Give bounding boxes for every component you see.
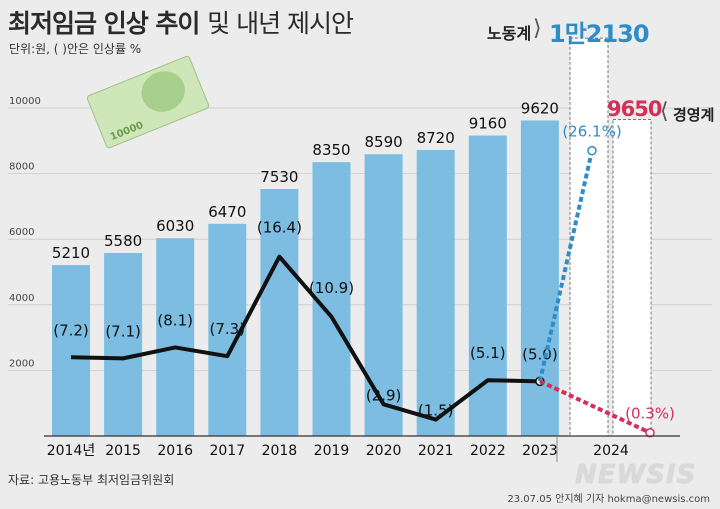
labor-proposal-bar — [569, 37, 609, 437]
rate-label: (10.9) — [309, 279, 354, 297]
bar — [260, 189, 299, 436]
title-sub: 및 내년 제시안 — [207, 9, 354, 38]
newsis-logo: NEWSIS — [575, 460, 697, 490]
x-tick-label: 2017 — [209, 443, 245, 459]
bar — [468, 135, 507, 436]
x-tick-label: 2019 — [314, 443, 350, 459]
x-tick-label: 2014년 — [47, 443, 96, 459]
rate-label: (7.3) — [210, 320, 246, 338]
banknote-portrait — [141, 71, 185, 112]
bar-value-label: 8590 — [365, 133, 403, 151]
management-projection-point — [645, 427, 655, 438]
x-tick-label: 2020 — [366, 443, 402, 459]
y-tick-label: 2000 — [9, 358, 34, 369]
rate-label: (16.4) — [257, 219, 302, 237]
bar-value-label: 8350 — [312, 141, 350, 159]
rate-label: (8.1) — [157, 311, 193, 329]
bar-value-label: 9620 — [521, 99, 559, 117]
x-tick-label: 2021 — [418, 443, 454, 459]
labor-label: 노동계 — [487, 24, 532, 43]
x-tick-label: 2015 — [105, 443, 141, 459]
y-tick-label: 8000 — [9, 162, 34, 173]
x-tick-label: 2018 — [262, 443, 298, 459]
source-note: 자료: 고용노동부 최저임금위원회 — [8, 473, 175, 487]
bar — [416, 149, 455, 436]
bar — [520, 120, 559, 437]
rate-line — [70, 254, 540, 422]
bar — [312, 162, 351, 436]
rate-label: (5.1) — [470, 344, 506, 362]
y-tick-label: 10000 — [9, 96, 41, 107]
bar — [104, 252, 143, 436]
management-proposal-bar — [612, 118, 652, 437]
rate-label: (5.0) — [522, 345, 558, 363]
x-tick-label-2024: 2024 — [593, 443, 629, 459]
bar — [156, 238, 195, 436]
management-label: 경영계 — [673, 106, 715, 124]
management-brace-icon: ⟨ — [660, 99, 669, 124]
management-projection-line — [539, 379, 651, 435]
labor-projection-point — [587, 145, 597, 156]
management-rate-label: (0.3%) — [625, 405, 675, 423]
bar-value-label: 6470 — [208, 203, 246, 221]
y-tick-label: 6000 — [9, 227, 34, 238]
bar — [52, 265, 90, 436]
bar — [364, 154, 403, 437]
x-tick-label: 2023 — [522, 443, 558, 459]
bar-value-label: 5580 — [104, 232, 142, 250]
bar-value-label: 9160 — [469, 115, 507, 133]
unit-note: 단위:원, ( )안은 인상률 % — [9, 42, 142, 56]
rate-label: (1.5) — [418, 402, 454, 420]
credit-line: 23.07.05 안지혜 기자 hokma@newsis.com — [507, 494, 710, 505]
labor-brace-icon: ⟩ — [533, 16, 542, 41]
banknote-illustration: 10000 — [86, 55, 210, 149]
bar-value-label: 5210 — [52, 244, 90, 262]
bar-value-label: 6030 — [156, 217, 194, 235]
x-tick-label: 2022 — [470, 443, 506, 459]
y-tick-label: 4000 — [9, 293, 34, 304]
labor-proposal-value: 1만2130 — [549, 20, 650, 48]
bar-value-label: 7530 — [260, 168, 298, 186]
bar-value-label: 8720 — [417, 129, 455, 147]
rate-label: (7.1) — [105, 322, 141, 340]
x-tick-label: 2016 — [157, 443, 193, 459]
rate-label: (7.2) — [53, 321, 89, 339]
labor-rate-label: (26.1%) — [562, 123, 621, 141]
page-title: 최저임금 인상 추이 및 내년 제시안 — [8, 4, 354, 40]
rate-label: (2.9) — [366, 386, 402, 404]
management-proposal-value: 9650 — [607, 97, 662, 121]
title-main: 최저임금 인상 추이 — [8, 9, 200, 38]
